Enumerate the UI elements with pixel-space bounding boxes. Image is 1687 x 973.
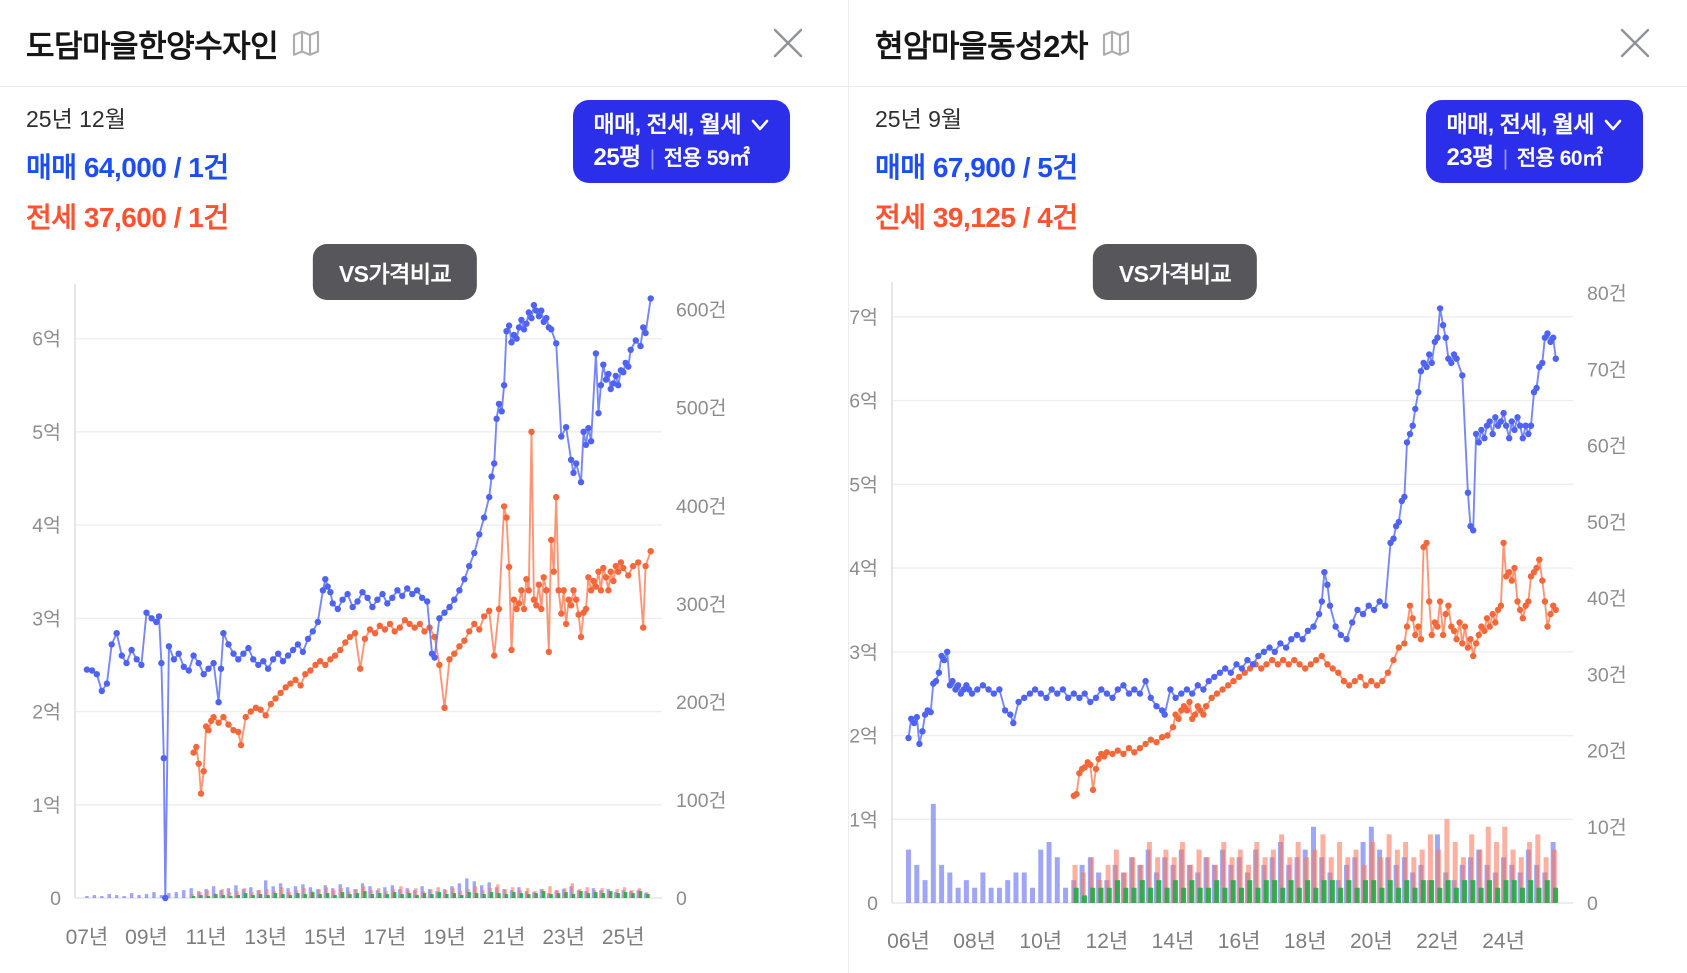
- svg-text:11년: 11년: [186, 926, 227, 949]
- svg-text:2억: 2억: [849, 726, 878, 748]
- latest-date: 25년 12월: [26, 106, 126, 132]
- vs-compare-badge[interactable]: VS가격비교: [312, 244, 478, 300]
- svg-text:5억: 5억: [32, 422, 61, 444]
- svg-text:15년: 15년: [304, 926, 347, 949]
- close-button[interactable]: [764, 19, 812, 67]
- pyeong-label: 23평: [1446, 144, 1494, 171]
- svg-text:3억: 3억: [32, 608, 61, 630]
- svg-text:16년: 16년: [1218, 930, 1261, 953]
- svg-text:08년: 08년: [953, 930, 996, 953]
- latest-price-summary: 25년 12월 매매 64,000 / 1건 전세 37,600 / 1건: [26, 100, 229, 246]
- area-label: 전용 59㎡: [663, 146, 750, 170]
- svg-text:17년: 17년: [364, 926, 407, 949]
- price-volume-chart-left: 1억 2억 3억 4억 5억 6억 0 0 100건 200건 300건 400건 500건 600건 07…: [32, 284, 726, 949]
- complex-title: 도담마을한양수자인: [26, 28, 279, 64]
- svg-text:300건: 300건: [676, 594, 726, 616]
- svg-text:25년: 25년: [602, 926, 645, 949]
- price-volume-chart-right: 1억 2억 3억 4억 5억 6억 7억 0 0 10건 20건 30건 40건 50건 60건 70건 80건…: [849, 282, 1627, 953]
- svg-text:70건: 70건: [1587, 359, 1627, 381]
- trade-types-label: 매매, 전세, 월세: [593, 111, 741, 137]
- area-label: 전용 60㎡: [1516, 146, 1603, 170]
- svg-text:2억: 2억: [32, 702, 61, 724]
- sale-price-line: 매매 64,000 / 1건: [26, 146, 229, 186]
- svg-text:7억: 7억: [849, 307, 878, 329]
- svg-text:10건: 10건: [1587, 817, 1627, 839]
- jeonse-value: 39,125 / 4건: [932, 202, 1078, 233]
- jeonse-price-line: 전세 39,125 / 4건: [875, 196, 1078, 236]
- map-icon[interactable]: [1100, 27, 1132, 59]
- svg-text:5억: 5억: [849, 474, 878, 496]
- complex-panel-right: 1억 2억 3억 4억 5억 6억 7억 0 0 10건 20건 30건 40건 50건 60건 70건 80건…: [848, 0, 1687, 973]
- close-icon: [773, 28, 803, 58]
- svg-text:500건: 500건: [676, 398, 726, 420]
- svg-text:18년: 18년: [1284, 930, 1327, 953]
- svg-text:6억: 6억: [32, 329, 61, 351]
- svg-text:09년: 09년: [125, 926, 168, 949]
- svg-text:3억: 3억: [849, 642, 878, 664]
- svg-text:0: 0: [1587, 893, 1598, 915]
- svg-text:50건: 50건: [1587, 512, 1627, 534]
- chevron-down-icon: [751, 119, 769, 130]
- svg-text:19년: 19년: [423, 926, 466, 949]
- sale-value: 64,000 / 1건: [83, 152, 229, 183]
- badge-separator: |: [1502, 146, 1508, 170]
- svg-text:40건: 40건: [1587, 588, 1627, 610]
- svg-text:4억: 4억: [849, 558, 878, 580]
- jeonse-price-line: 전세 37,600 / 1건: [26, 196, 229, 236]
- svg-text:22년: 22년: [1416, 930, 1459, 953]
- jeonse-label: 전세: [26, 202, 77, 233]
- badge-separator: |: [649, 146, 655, 170]
- sale-price-line: 매매 67,900 / 5건: [875, 146, 1078, 186]
- pyeong-label: 25평: [593, 144, 641, 171]
- svg-text:1억: 1억: [849, 809, 878, 831]
- svg-text:80건: 80건: [1587, 283, 1627, 305]
- svg-text:200건: 200건: [676, 692, 726, 714]
- filter-badge[interactable]: 매매, 전세, 월세 25평 | 전용 59㎡: [573, 100, 790, 183]
- sale-value: 67,900 / 5건: [932, 152, 1078, 183]
- svg-text:14년: 14년: [1152, 930, 1195, 953]
- jeonse-value: 37,600 / 1건: [83, 202, 229, 233]
- complex-title: 현암마을동성2차: [875, 28, 1088, 64]
- svg-text:4억: 4억: [32, 515, 61, 537]
- svg-text:23년: 23년: [542, 926, 585, 949]
- latest-date: 25년 9월: [875, 106, 963, 132]
- svg-text:600건: 600건: [676, 300, 726, 322]
- map-icon[interactable]: [290, 27, 322, 59]
- chevron-down-icon: [1604, 119, 1622, 130]
- svg-text:10년: 10년: [1019, 930, 1062, 953]
- svg-text:20건: 20건: [1587, 741, 1627, 763]
- svg-text:06년: 06년: [887, 930, 930, 953]
- svg-text:400건: 400건: [676, 496, 726, 518]
- svg-text:24년: 24년: [1482, 930, 1525, 953]
- trade-types-label: 매매, 전세, 월세: [1446, 111, 1594, 137]
- close-button[interactable]: [1611, 19, 1659, 67]
- panel-header: 도담마을한양수자인: [0, 0, 848, 87]
- complex-panel-left: 1억 2억 3억 4억 5억 6억 0 0 100건 200건 300건 400건 500건 600건 07…: [0, 0, 848, 949]
- svg-text:0: 0: [676, 888, 687, 910]
- svg-text:1억: 1억: [32, 795, 61, 817]
- jeonse-label: 전세: [875, 202, 926, 233]
- close-icon: [1620, 28, 1650, 58]
- latest-price-summary: 25년 9월 매매 67,900 / 5건 전세 39,125 / 4건: [875, 100, 1078, 246]
- filter-badge[interactable]: 매매, 전세, 월세 23평 | 전용 60㎡: [1426, 100, 1643, 183]
- svg-text:07년: 07년: [66, 926, 109, 949]
- svg-text:30건: 30건: [1587, 664, 1627, 686]
- svg-text:20년: 20년: [1350, 930, 1393, 953]
- svg-text:6억: 6억: [849, 391, 878, 413]
- svg-text:13년: 13년: [244, 926, 287, 949]
- svg-text:0: 0: [50, 888, 61, 910]
- svg-text:0: 0: [867, 893, 878, 915]
- svg-text:12년: 12년: [1086, 930, 1129, 953]
- svg-text:100건: 100건: [676, 790, 726, 812]
- sale-label: 매매: [875, 152, 926, 183]
- svg-text:60건: 60건: [1587, 436, 1627, 458]
- panel-header: 현암마을동성2차: [849, 0, 1687, 87]
- vs-compare-badge[interactable]: VS가격비교: [1092, 244, 1258, 300]
- svg-text:21년: 21년: [483, 926, 526, 949]
- sale-label: 매매: [26, 152, 77, 183]
